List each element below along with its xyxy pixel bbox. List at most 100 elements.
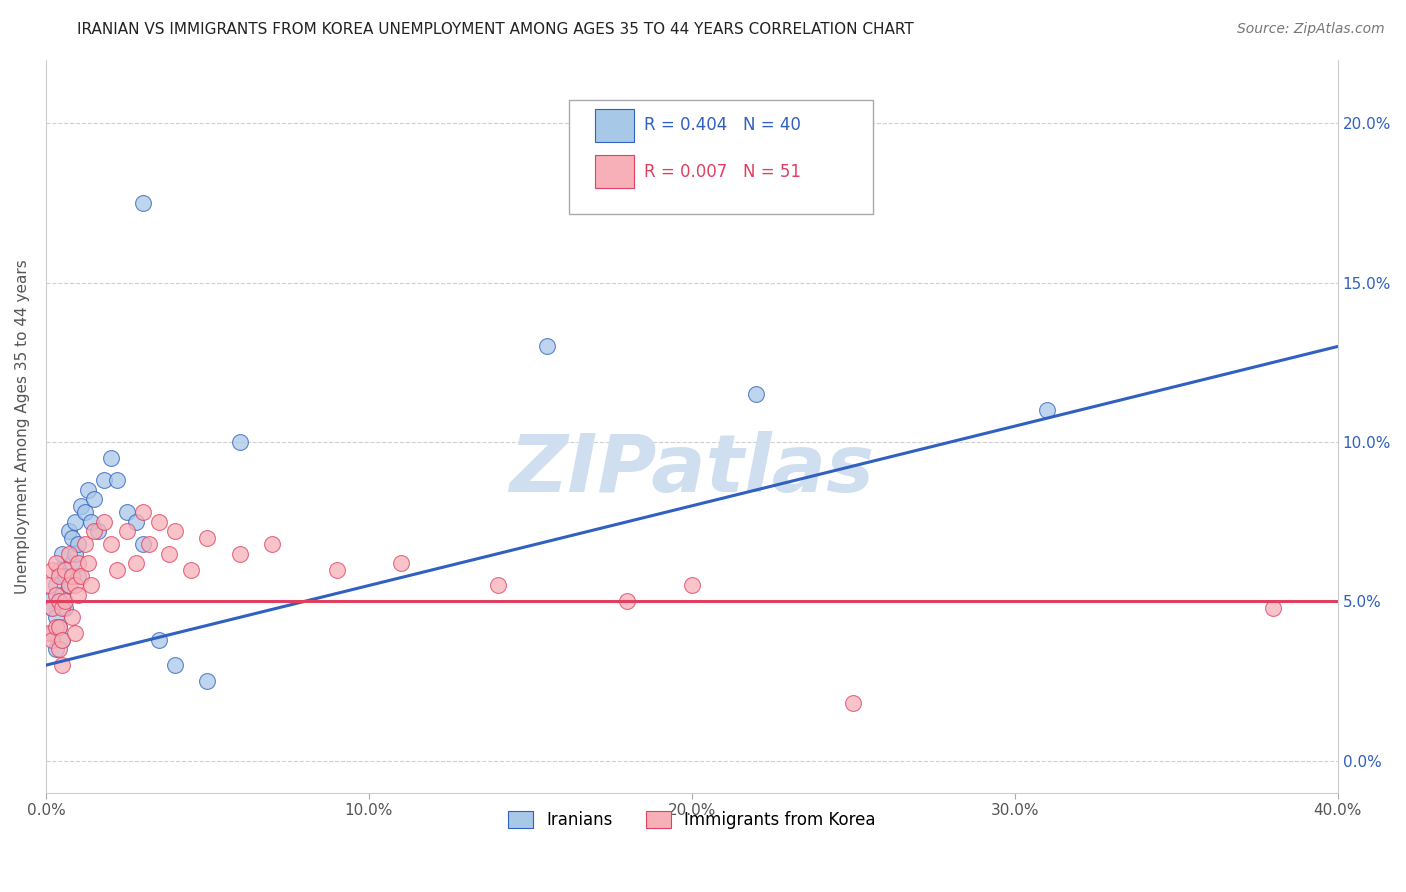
Point (80, 515, 103, 529)
Point (197, 531, 219, 545)
Point (73, 537, 96, 551)
Text: IRANIAN VS IMMIGRANTS FROM KOREA UNEMPLOYMENT AMONG AGES 35 TO 44 YEARS CORRELAT: IRANIAN VS IMMIGRANTS FROM KOREA UNEMPLO… (77, 22, 914, 37)
Point (67, 556, 90, 570)
Text: ZIPatlas: ZIPatlas (509, 431, 875, 509)
Point (125, 515, 148, 529)
Point (58, 524, 80, 539)
Y-axis label: Unemployment Among Ages 35 to 44 years: Unemployment Among Ages 35 to 44 years (15, 259, 30, 593)
Point (86, 524, 108, 539)
Text: R = 0.007   N = 51: R = 0.007 N = 51 (644, 163, 801, 181)
Point (325, 563, 347, 577)
Point (77, 483, 100, 497)
Point (60, 556, 83, 570)
Point (60, 531, 83, 545)
Point (48, 620, 70, 634)
Point (48, 594, 70, 608)
Point (51, 600, 73, 615)
Point (486, 578, 509, 592)
Text: R = 0.404   N = 40: R = 0.404 N = 40 (644, 116, 801, 135)
Point (616, 594, 638, 608)
Point (67, 537, 90, 551)
Point (60, 610, 83, 624)
Point (138, 537, 160, 551)
Point (842, 697, 865, 711)
Point (132, 537, 155, 551)
Point (45, 642, 67, 657)
Point (115, 505, 138, 519)
Point (41, 626, 63, 640)
Point (1263, 600, 1285, 615)
Point (41, 600, 63, 615)
Point (681, 578, 703, 592)
Point (745, 387, 768, 401)
Point (100, 450, 122, 465)
Point (197, 674, 219, 689)
Point (48, 594, 70, 608)
FancyBboxPatch shape (595, 155, 634, 188)
Legend: Iranians, Immigrants from Korea: Iranians, Immigrants from Korea (502, 804, 883, 836)
Point (51, 632, 73, 647)
Point (132, 196, 155, 211)
Point (51, 632, 73, 647)
Point (148, 515, 170, 529)
Point (51, 547, 73, 561)
Point (63, 578, 86, 592)
Point (83, 524, 105, 539)
Point (70, 569, 93, 583)
Point (132, 505, 155, 519)
Point (41, 600, 63, 615)
Point (38, 626, 60, 640)
Point (38, 578, 60, 592)
Point (45, 620, 67, 634)
Point (165, 524, 187, 539)
Point (229, 435, 252, 450)
Point (83, 492, 105, 507)
Point (53, 563, 76, 577)
Point (63, 626, 86, 640)
Point (63, 515, 86, 529)
Point (48, 642, 70, 657)
Point (38, 594, 60, 608)
Point (536, 339, 558, 353)
Point (53, 600, 76, 615)
FancyBboxPatch shape (595, 109, 634, 142)
Point (45, 610, 67, 624)
Point (77, 556, 100, 570)
Point (1036, 403, 1059, 417)
Point (148, 632, 170, 647)
Point (45, 588, 67, 602)
Point (105, 563, 128, 577)
Point (41, 632, 63, 647)
Point (41, 563, 63, 577)
Point (58, 578, 80, 592)
Point (105, 473, 128, 487)
Point (53, 594, 76, 608)
Point (115, 524, 138, 539)
Point (45, 578, 67, 592)
Point (93, 515, 115, 529)
Point (229, 547, 252, 561)
Point (67, 569, 90, 583)
Point (93, 473, 115, 487)
Point (63, 547, 86, 561)
Text: Source: ZipAtlas.com: Source: ZipAtlas.com (1237, 22, 1385, 37)
Point (67, 588, 90, 602)
Point (48, 620, 70, 634)
Point (53, 569, 76, 583)
Point (165, 658, 187, 673)
Point (58, 578, 80, 592)
Point (125, 556, 148, 570)
Point (51, 658, 73, 673)
Point (180, 563, 202, 577)
Point (58, 547, 80, 561)
FancyBboxPatch shape (569, 100, 873, 213)
Point (389, 556, 412, 570)
Point (73, 505, 96, 519)
Point (70, 499, 93, 513)
Point (80, 578, 103, 592)
Point (100, 537, 122, 551)
Point (260, 537, 283, 551)
Point (48, 563, 70, 577)
Point (51, 588, 73, 602)
Point (48, 569, 70, 583)
